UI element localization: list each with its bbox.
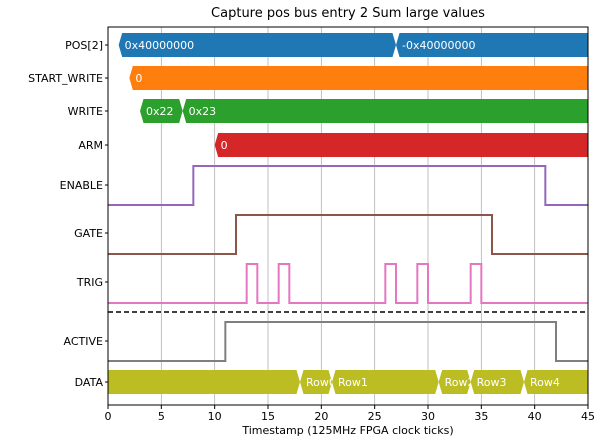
bus-segment [214, 133, 588, 157]
chart-title: Capture pos bus entry 2 Sum large values [211, 6, 485, 21]
signal-label: ENABLE [60, 179, 103, 192]
bus-segment [129, 66, 589, 90]
bus-segment [182, 99, 588, 123]
x-tick-label: 40 [528, 410, 542, 423]
bit-trace [108, 165, 588, 206]
bus-segment [332, 370, 439, 394]
x-tick-label: 35 [474, 410, 488, 423]
signal-label: WRITE [68, 105, 103, 118]
signal-data: Row0 Row1 Row2 Row3 Row4 [108, 370, 588, 394]
bus-segment [118, 33, 397, 57]
signal-gate [108, 214, 588, 255]
bus-segment [438, 370, 471, 394]
signal-label: ACTIVE [64, 335, 104, 348]
bit-trace [108, 263, 588, 304]
signal-label: ARM [78, 139, 103, 152]
bus-segment [524, 370, 588, 394]
bus-segment [140, 99, 183, 123]
signal-enable [108, 165, 588, 206]
bus-value-label: 0x22 [146, 105, 174, 118]
x-tick-label: 45 [581, 410, 595, 423]
x-tick-label: 25 [368, 410, 382, 423]
x-tick-label: 20 [314, 410, 328, 423]
signal-active [108, 321, 588, 362]
bus-value-label: -0x40000000 [402, 39, 475, 52]
signal-label: START_WRITE [28, 72, 103, 85]
bus-value-label: 0x40000000 [125, 39, 194, 52]
x-tick-label: 5 [158, 410, 165, 423]
x-tick-label: 15 [261, 410, 275, 423]
signal-label: POS[2] [65, 39, 103, 52]
x-tick-label: 30 [421, 410, 435, 423]
bus-segment [470, 370, 524, 394]
bus-value-label: 0 [221, 139, 228, 152]
bus-segment [300, 370, 332, 394]
signal-trig [108, 263, 588, 304]
bus-value-label: Row2 [445, 376, 475, 389]
x-tick-label: 0 [105, 410, 112, 423]
bus-segment [108, 370, 300, 394]
x-axis: 0 5 10 15 20 25 30 35 40 45 [105, 405, 595, 423]
bus-value-label: Row3 [477, 376, 507, 389]
signal-label: DATA [75, 376, 104, 389]
bit-trace [108, 321, 588, 362]
bus-value-label: Row1 [338, 376, 368, 389]
bus-value-label: 0x23 [189, 105, 217, 118]
bus-value-label: Row0 [306, 376, 336, 389]
bus-segment [396, 33, 588, 57]
signal-arm: 0 [214, 133, 588, 157]
x-tick-label: 10 [208, 410, 222, 423]
signal-label: TRIG [76, 276, 103, 289]
signal-label: GATE [74, 227, 103, 240]
bus-value-label: Row4 [530, 376, 560, 389]
bus-value-label: 0 [135, 72, 142, 85]
x-axis-label: Timestamp (125MHz FPGA clock ticks) [241, 424, 453, 437]
signal-write: 0x22 0x23 [140, 99, 588, 123]
signal-start-write: 0 [129, 66, 589, 90]
signal-pos-2-: 0x40000000 -0x40000000 [118, 33, 588, 57]
signal-labels: POS[2] START_WRITE WRITE ARM ENABLE GATE TRIG A… [28, 39, 108, 389]
bit-trace [108, 214, 588, 255]
plot-frame [107, 26, 589, 406]
